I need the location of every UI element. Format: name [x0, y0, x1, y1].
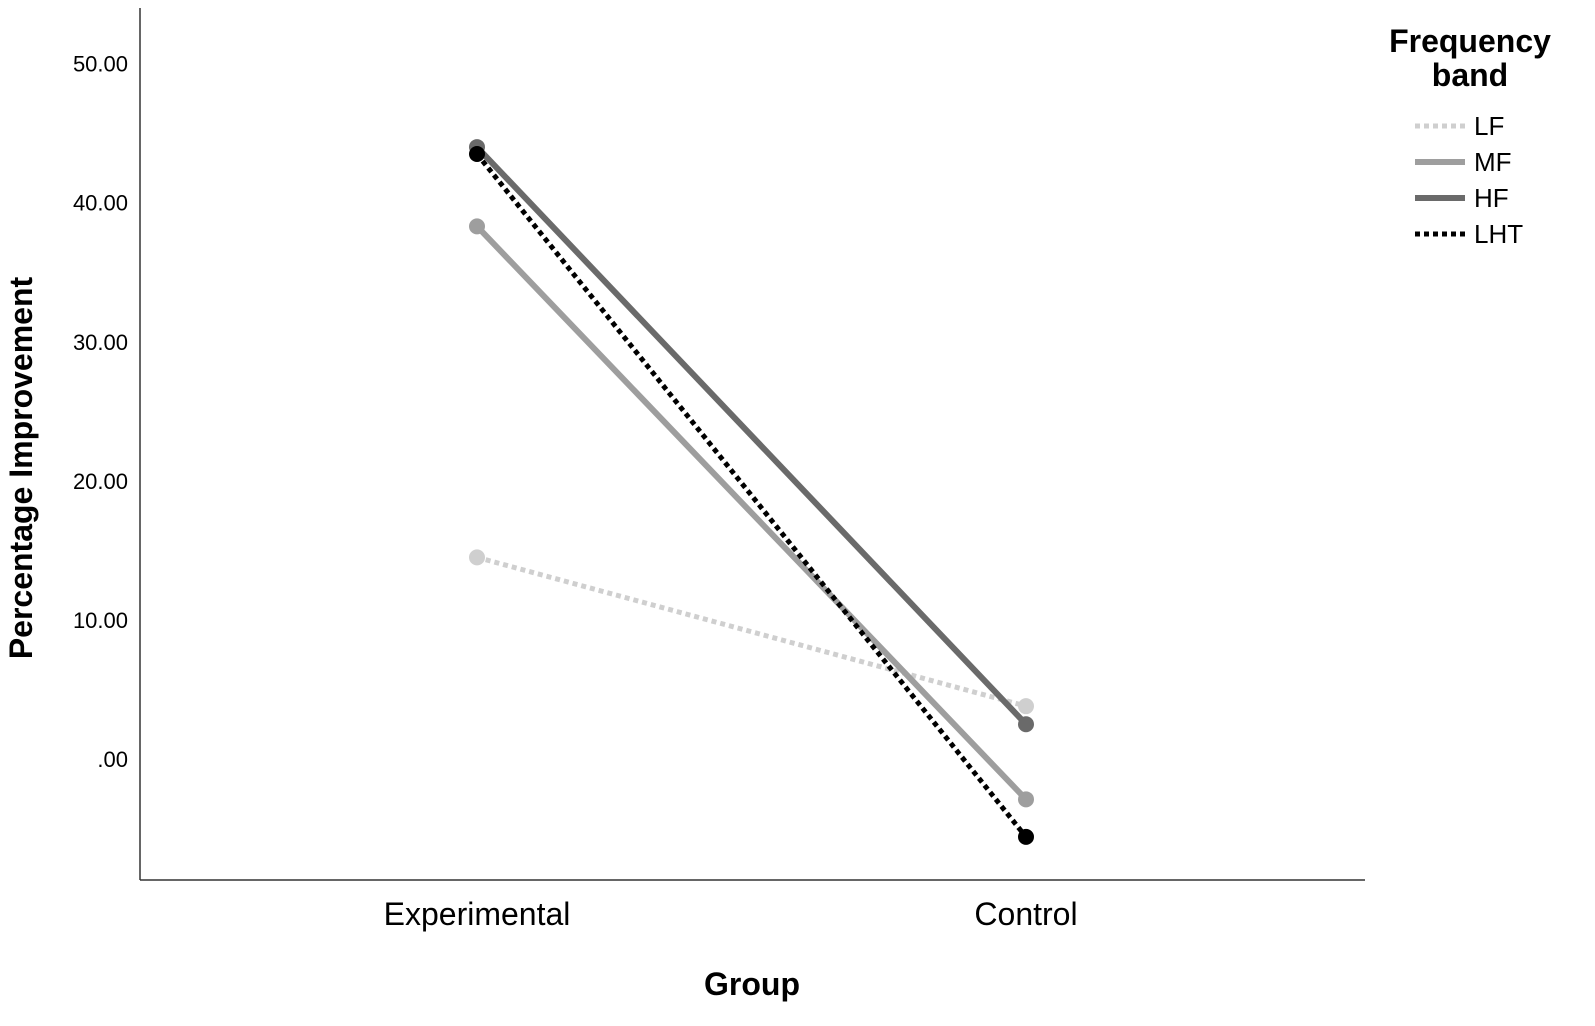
data-point-mf — [469, 218, 485, 235]
data-point-mf — [1018, 791, 1034, 808]
series-line-lht — [475, 152, 1028, 839]
series-line-lf — [476, 554, 1027, 709]
legend-label-lf: LF — [1474, 111, 1504, 141]
legend-title-line-2: band — [1432, 57, 1508, 93]
y-tick-label: .00 — [97, 747, 128, 772]
x-tick-label: Control — [974, 896, 1077, 932]
legend-title-line-1: Frequency — [1389, 23, 1551, 59]
y-tick-label: 40.00 — [73, 191, 128, 216]
data-point-lf — [1018, 698, 1034, 715]
series-lines — [474, 145, 1029, 839]
axes — [139, 8, 1365, 881]
data-point-lht — [469, 146, 485, 163]
series-line-mf — [474, 224, 1029, 802]
y-tick-labels: .00 10.00 20.00 30.00 40.00 50.00 — [73, 52, 128, 772]
y-axis-title: Percentage Improvement — [3, 276, 39, 659]
data-point-lht — [1018, 828, 1034, 845]
legend: Frequency band LF MF HF LHT — [1389, 23, 1551, 249]
y-tick-label: 10.00 — [73, 608, 128, 633]
legend-label-mf: MF — [1474, 147, 1512, 177]
data-point-hf — [1018, 716, 1034, 733]
y-tick-label: 20.00 — [73, 469, 128, 494]
x-tick-label: Experimental — [384, 896, 571, 932]
series-line-hf — [474, 145, 1029, 727]
x-tick-labels: Experimental Control — [384, 896, 1078, 932]
legend-label-lht: LHT — [1474, 219, 1523, 249]
x-axis-title: Group — [704, 966, 800, 1002]
legend-label-hf: HF — [1474, 183, 1509, 213]
y-tick-label: 30.00 — [73, 330, 128, 355]
data-point-lf — [469, 549, 485, 566]
legend-items: LF MF HF LHT — [1415, 111, 1523, 249]
y-tick-label: 50.00 — [73, 52, 128, 77]
series-points — [469, 139, 1034, 845]
